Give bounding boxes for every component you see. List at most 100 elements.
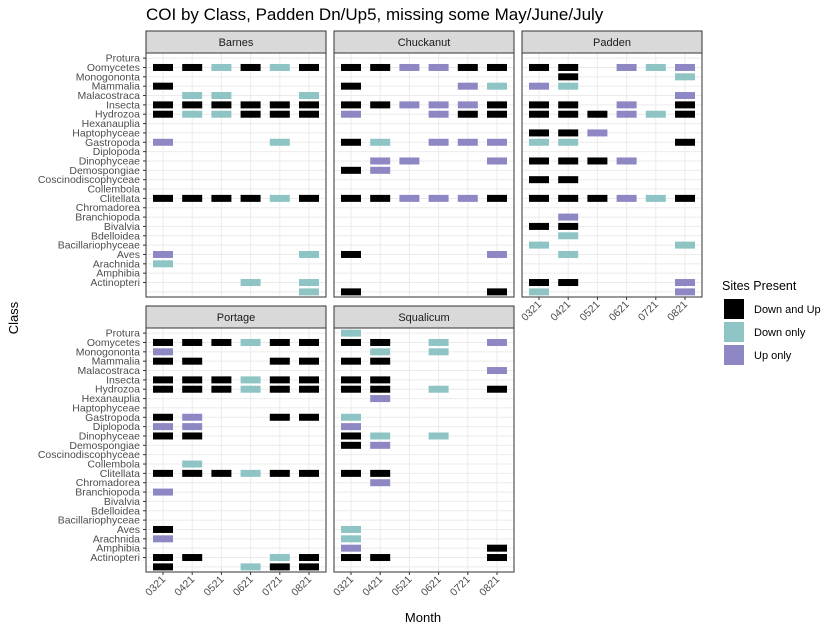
y-tick-label: Aves [117, 524, 140, 536]
tile [341, 82, 361, 90]
panel-border [145, 52, 327, 298]
y-tick-label: Coscinodiscophyceae [38, 174, 140, 186]
tile [487, 250, 507, 258]
y-tick-label: Dinophyceae [79, 430, 140, 442]
tile [529, 101, 549, 109]
tile [529, 279, 549, 287]
tile [341, 413, 361, 421]
tile [299, 63, 319, 71]
tile [299, 288, 319, 296]
x-tick-label: 0321 [331, 574, 356, 599]
tile [587, 194, 608, 202]
tile [211, 194, 232, 202]
tile [529, 110, 549, 118]
tile [153, 525, 173, 533]
tile [370, 138, 391, 146]
y-tick-label: Amphibia [96, 268, 140, 280]
tile [487, 194, 507, 202]
tile [269, 338, 290, 346]
tile [182, 110, 203, 118]
tile [182, 423, 203, 431]
tile [645, 110, 666, 118]
y-tick-label: Branchiopoda [75, 212, 140, 224]
tile [240, 563, 261, 571]
y-tick-label: Hydrozoa [95, 384, 140, 396]
tile [558, 129, 579, 137]
y-tick-label: Arachnida [93, 258, 140, 270]
tile [153, 250, 173, 258]
y-tick-label: Gastropoda [85, 412, 140, 424]
tile [558, 250, 579, 258]
x-tick-label: 0521 [578, 299, 603, 324]
tile [153, 138, 173, 146]
tile [457, 138, 478, 146]
tile [675, 279, 695, 287]
y-tick-label: Bdelloidea [91, 505, 140, 517]
tile [616, 101, 637, 109]
tile [182, 194, 203, 202]
tile [153, 469, 173, 477]
strip-label: Portage [217, 312, 256, 324]
y-tick-label: Amphibia [96, 543, 140, 555]
y-tick-label: Actinopteri [90, 277, 140, 289]
tile [487, 544, 507, 552]
panel-padden: Padden 0321 0421 0521 0621 0721 0821 [519, 30, 703, 324]
tile [529, 157, 549, 165]
tile [269, 63, 290, 71]
tile [558, 232, 579, 240]
tile [269, 110, 290, 118]
y-tick-label: Protura [106, 53, 141, 65]
tile [153, 413, 173, 421]
tile [341, 554, 361, 562]
tile [182, 554, 203, 562]
tile [370, 63, 391, 71]
tile [269, 194, 290, 202]
tile [529, 138, 549, 146]
y-tick-label: Mammalia [92, 81, 141, 93]
plot-background [334, 328, 514, 572]
tile [370, 157, 391, 165]
x-tick-label: 0421 [360, 574, 385, 599]
tile [558, 222, 579, 230]
y-tick-label: Bacillariophyceae [58, 515, 140, 527]
tile [341, 63, 361, 71]
tile [558, 176, 579, 184]
tile [529, 176, 549, 184]
y-tick-label: Mammalia [92, 356, 141, 368]
strip-label: Barnes [219, 37, 254, 49]
x-tick-label: 0621 [419, 574, 444, 599]
x-tick-label: 0821 [289, 574, 314, 599]
tile [558, 73, 579, 81]
y-tick-label: Chromadorea [76, 202, 140, 214]
tile [153, 348, 173, 356]
plot-background [334, 53, 514, 297]
y-tick-label: Monogononta [76, 71, 140, 83]
tile [645, 194, 666, 202]
tile [182, 338, 203, 346]
y-tick-label: Hexanauplia [82, 118, 141, 130]
tile [529, 82, 549, 90]
y-tick-label: Collembola [87, 184, 140, 196]
x-tick-label: 0821 [665, 299, 690, 324]
tile [529, 194, 549, 202]
y-tick-label: Haptophyceae [72, 402, 140, 414]
tile [269, 357, 290, 365]
x-tick-label: 0621 [231, 574, 256, 599]
tile [341, 166, 361, 174]
tile [182, 357, 203, 365]
tile [341, 441, 361, 449]
panel-border [145, 327, 327, 573]
tile [240, 194, 261, 202]
tile [211, 385, 232, 393]
tile [211, 110, 232, 118]
panel-barnes: Barnes ProturaOomycetesMonogonontaMammali… [38, 30, 327, 298]
x-tick-label: 0421 [548, 299, 573, 324]
y-tick-label: Coscinodiscophyceae [38, 449, 140, 461]
tile [487, 385, 507, 393]
tile [487, 157, 507, 165]
tile [587, 129, 608, 137]
tile [487, 288, 507, 296]
tile [487, 101, 507, 109]
tile [211, 338, 232, 346]
tile [299, 413, 319, 421]
